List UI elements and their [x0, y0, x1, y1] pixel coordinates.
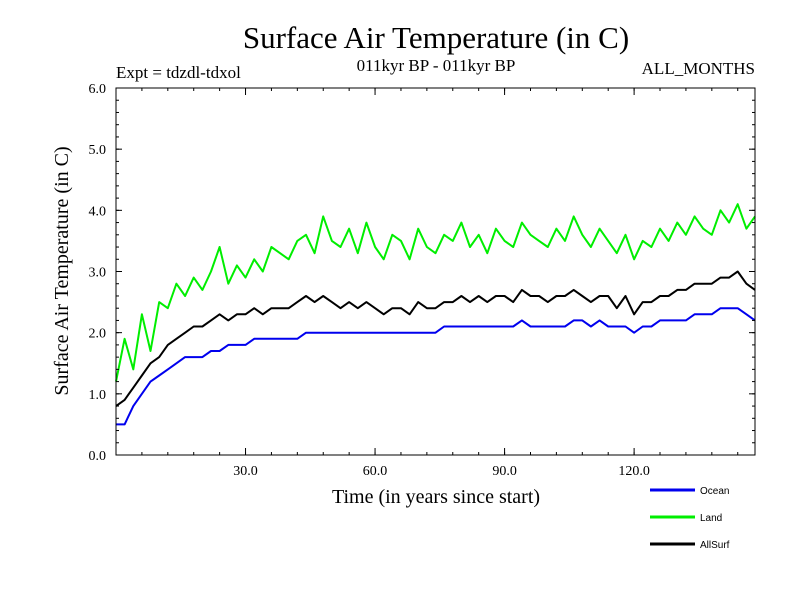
series-line-ocean: [116, 307, 756, 426]
x-tick-label: 120.0: [618, 464, 650, 479]
x-tick-label: 30.0: [233, 464, 258, 479]
legend-label-ocean: Ocean: [700, 486, 729, 497]
legend-label-allsurf: AllSurf: [700, 540, 730, 551]
legend: Ocean Land AllSurf: [650, 486, 730, 551]
experiment-label: Expt = tdzdl-tdxol: [116, 63, 241, 82]
y-tick-label: 2.0: [89, 327, 107, 342]
months-label: ALL_MONTHS: [642, 59, 755, 78]
plot-frame: [115, 87, 756, 456]
legend-label-land: Land: [700, 513, 722, 524]
series-line-allsurf: [115, 270, 756, 407]
series-line-land: [115, 203, 756, 382]
y-tick-label: 3.0: [89, 266, 107, 281]
x-axis-label: Time (in years since start): [332, 486, 540, 508]
x-tick-label: 60.0: [363, 464, 388, 479]
axis-ticks: 0.0 1.0 2.0 3.0 4.0 5.0 6.0 30.0 60.0 90.0 120.0: [89, 82, 755, 479]
y-tick-label: 4.0: [89, 204, 107, 219]
y-axis-label: Surface Air Temperature (in C): [51, 146, 73, 395]
plot-series: [115, 203, 756, 426]
x-tick-label: 90.0: [492, 464, 517, 479]
chart-title: Surface Air Temperature (in C): [243, 20, 629, 55]
y-tick-label: 1.0: [89, 388, 107, 403]
chart-subtitle: 011kyr BP - 011kyr BP: [357, 56, 516, 75]
y-tick-label: 0.0: [89, 449, 107, 464]
y-tick-label: 5.0: [89, 143, 107, 158]
y-tick-label: 6.0: [89, 82, 107, 97]
